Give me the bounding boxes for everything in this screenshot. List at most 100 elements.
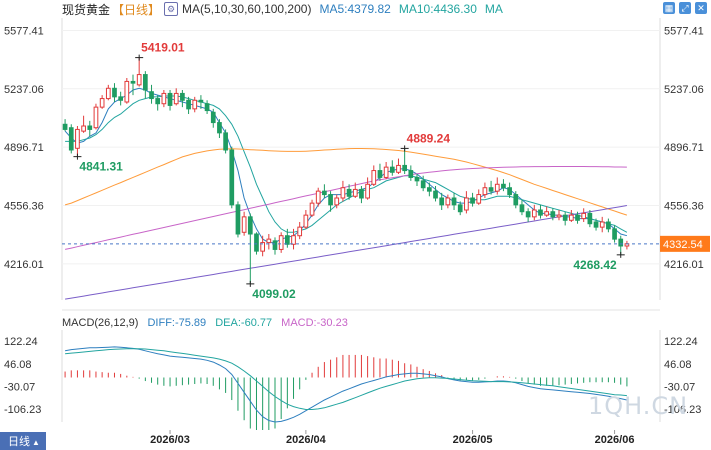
- candle-body: [550, 211, 556, 218]
- candle-body: [426, 187, 432, 192]
- chevron-down-icon: ▲: [32, 438, 40, 447]
- candle-body: [334, 197, 340, 206]
- settings-icon[interactable]: ⚙: [164, 2, 179, 16]
- annotation-label: 5419.01: [141, 41, 185, 55]
- candle-body: [254, 233, 259, 252]
- candle-body: [81, 125, 86, 132]
- candle-body: [284, 235, 290, 245]
- fullscreen-icon[interactable]: ⤢: [679, 2, 691, 14]
- candle-body: [464, 197, 469, 211]
- macd-diff-line: [65, 346, 628, 423]
- macd-value: MACD:-30.23: [281, 317, 348, 329]
- macd-tick-label-right: -106.23: [664, 404, 701, 416]
- candle-body: [112, 87, 117, 98]
- macd-tick-label-right: 46.08: [664, 359, 692, 371]
- candle-body: [519, 204, 525, 213]
- candle-body: [93, 106, 99, 129]
- ma-line-ma60: [64, 166, 627, 250]
- candle-body: [568, 214, 574, 221]
- ma-line-ma10: [65, 95, 628, 233]
- macd-header: MACD(26,12,9) DIFF:-75.89 DEA:-60.77 MAC…: [0, 317, 348, 331]
- candle-body: [433, 190, 438, 199]
- candlestick-chart: 5577.41 5577.41 5237.06 5237.06 4896.71 4896.…: [4, 18, 710, 311]
- last-price-label: 4332.54: [663, 239, 703, 251]
- candle-body: [223, 132, 228, 151]
- candle-body: [538, 209, 543, 216]
- candle-body: [180, 92, 185, 101]
- candle-body: [75, 128, 80, 149]
- candle-body: [531, 209, 537, 218]
- candle-body: [291, 235, 296, 245]
- ma-more-value: MA: [484, 2, 503, 16]
- candle-body: [105, 87, 111, 100]
- candle-body: [328, 194, 333, 206]
- macd-dea: DEA:-60.77: [215, 317, 273, 329]
- candle-body: [241, 216, 247, 233]
- macd-dea-line: [65, 348, 627, 410]
- candle-body: [142, 74, 148, 91]
- macd-tick-label-right: 122.24: [664, 336, 698, 348]
- candle-body: [352, 188, 358, 197]
- macd-tick-label-right: -30.07: [664, 381, 695, 393]
- candle-body: [161, 92, 167, 105]
- candle-body: [371, 170, 377, 185]
- annotation-label: 4099.02: [252, 287, 296, 301]
- candle-body: [451, 197, 457, 206]
- candle-body: [396, 164, 401, 173]
- ma-line-ma30: [64, 148, 628, 216]
- y-tick-label-left: 4896.71: [4, 142, 44, 154]
- ma-line-ma100: [65, 205, 627, 300]
- x-tick-label: 2026/05: [453, 434, 493, 446]
- candle-body: [562, 214, 568, 221]
- candle-body: [118, 96, 124, 101]
- candle-body: [618, 238, 624, 247]
- candle-body: [136, 74, 142, 86]
- candle-body: [593, 221, 599, 228]
- candle-body: [476, 194, 482, 204]
- candle-body: [525, 211, 531, 218]
- candle-body: [575, 214, 580, 221]
- candle-body: [322, 190, 327, 196]
- y-tick-label-left: 4216.01: [4, 259, 44, 271]
- annotation-label: 4268.42: [573, 258, 617, 272]
- close-icon[interactable]: ✕: [695, 2, 707, 14]
- candle-body: [544, 211, 550, 216]
- candle-body: [606, 221, 611, 230]
- candle-body: [68, 127, 74, 151]
- candle-body: [457, 204, 463, 213]
- y-tick-label-right: 4556.36: [664, 200, 704, 212]
- candle-body: [260, 242, 266, 252]
- ma-indicator-label[interactable]: MA(5,10,30,60,100,200): [182, 2, 312, 16]
- candle-body: [62, 123, 68, 130]
- candle-body: [402, 164, 408, 172]
- candle-body: [204, 103, 210, 112]
- x-tick-label: 2026/03: [150, 434, 190, 446]
- macd-diff: DIFF:-75.89: [147, 317, 207, 329]
- candle-body: [556, 214, 562, 218]
- candle-body: [297, 226, 303, 237]
- candle-body: [278, 235, 284, 250]
- candle-body: [210, 111, 216, 124]
- ma-line-ma5: [64, 87, 628, 244]
- candle-body: [303, 214, 309, 228]
- window-controls: ▦ ⤢ ✕: [663, 2, 707, 14]
- y-tick-label-left: 4556.36: [4, 200, 44, 212]
- candle-body: [124, 80, 130, 103]
- annotation-label: 4841.31: [79, 160, 123, 174]
- watermark: 1QH.CN: [588, 392, 689, 420]
- candle-body: [266, 238, 272, 244]
- grid-icon[interactable]: ▦: [663, 2, 675, 14]
- candle-body: [494, 183, 500, 192]
- candle-body: [414, 176, 420, 182]
- candle-body: [340, 187, 346, 199]
- macd-name[interactable]: MACD(26,12,9): [62, 317, 139, 329]
- chart-header: 现货黄金 【日线】 ⚙ MA(5,10,30,60,100,200) MA5:4…: [0, 0, 711, 18]
- period-tab[interactable]: 日线 ▲: [0, 432, 46, 450]
- period-label[interactable]: 【日线】: [112, 2, 161, 17]
- candle-body: [315, 190, 321, 204]
- candle-body: [346, 188, 352, 197]
- candle-body: [389, 166, 395, 173]
- candle-body: [420, 180, 426, 189]
- candle-body: [309, 202, 315, 216]
- x-tick-label: 2026/06: [595, 434, 635, 446]
